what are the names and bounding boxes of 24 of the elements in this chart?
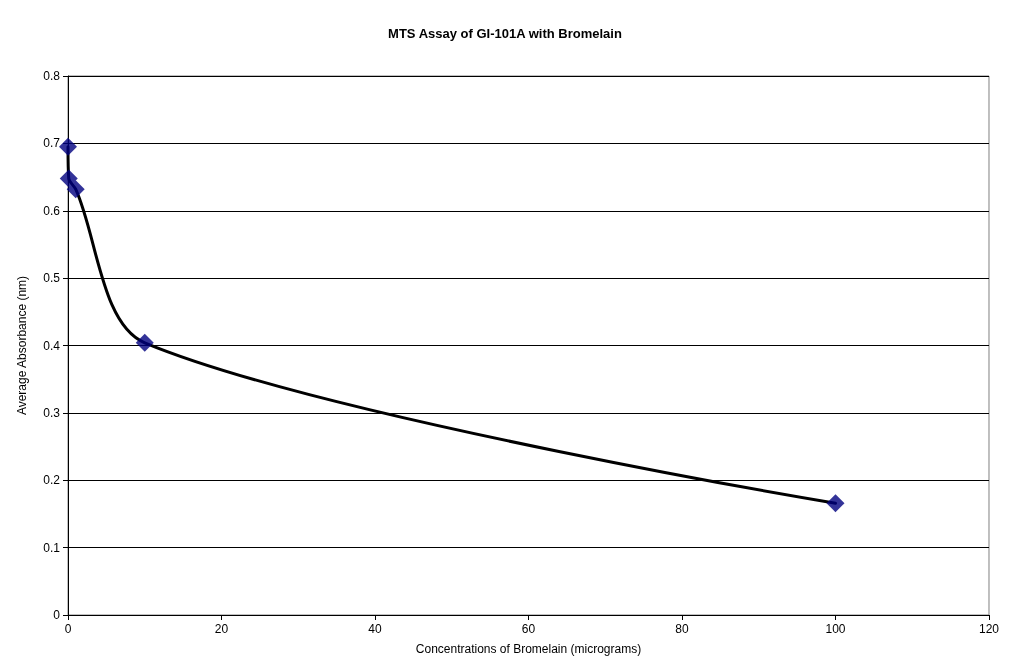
x-tick-label: 20: [214, 622, 229, 636]
point: [59, 137, 77, 156]
point: [59, 169, 78, 188]
y-tick-label: 0.8: [43, 69, 61, 83]
x-tick-label: 120: [978, 622, 1000, 636]
x-tick-label: 0: [64, 622, 72, 636]
x-tick-label: 100: [825, 622, 846, 636]
y-tick-label: 0.2: [43, 473, 61, 488]
y-axis-title: Average Absorbance (nm): [15, 275, 29, 416]
y-tick-label: 0.3: [43, 405, 61, 420]
y-tick-label: 0: [53, 608, 61, 622]
y-tick-label: 0.5: [43, 271, 61, 286]
point: [135, 333, 154, 352]
x-tick-label: 80: [675, 622, 689, 636]
chart-title: MTS Assay of GI-101A with Bromelain: [388, 26, 622, 41]
x-tick-label: 60: [521, 622, 536, 636]
point: [826, 494, 845, 513]
y-tick-label: 0.6: [43, 203, 61, 218]
x-axis-title: Concentrations of Bromelain (micrograms): [415, 642, 642, 656]
y-tick-label: 0.1: [43, 540, 61, 555]
point: [66, 180, 85, 199]
y-tick-label: 0.7: [43, 136, 61, 151]
x-tick-label: 40: [368, 622, 382, 636]
y-tick-label: 0.4: [43, 338, 61, 353]
